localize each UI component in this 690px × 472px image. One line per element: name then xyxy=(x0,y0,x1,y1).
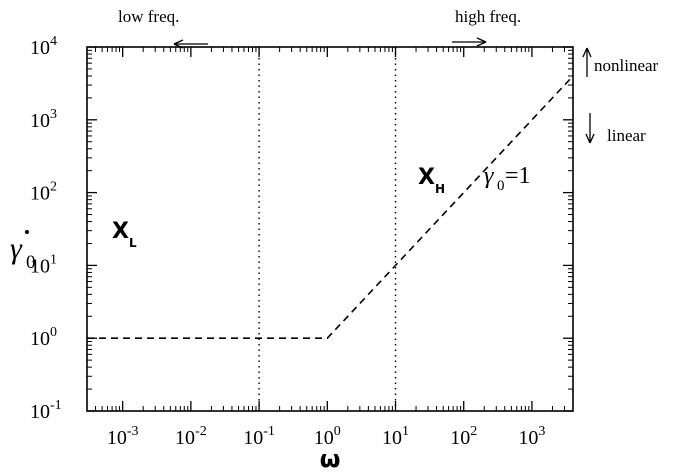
y-axis-label: γ 0 xyxy=(10,230,36,273)
y-tick-label: 10-1 xyxy=(30,398,62,423)
up-arrow-icon xyxy=(582,47,592,77)
svg-text:0: 0 xyxy=(497,178,505,194)
low-freq-label: low freq. xyxy=(118,7,179,26)
x-tick-label: 10-2 xyxy=(175,424,207,449)
x-tick-label: 10-1 xyxy=(243,424,275,449)
x-axis-label: ω xyxy=(320,445,341,472)
y-tick-label: 103 xyxy=(30,107,57,132)
svg-text:0: 0 xyxy=(26,252,36,273)
y-tick-label: 102 xyxy=(30,180,57,205)
svg-text:γ: γ xyxy=(10,232,23,265)
svg-text:γ: γ xyxy=(484,163,494,189)
svg-text:X: X xyxy=(418,165,435,190)
y-tick-label: 104 xyxy=(30,34,57,59)
down-arrow-icon xyxy=(585,113,595,144)
right-arrow-icon xyxy=(452,37,487,47)
vertical-lines xyxy=(258,47,397,411)
plot-frame xyxy=(86,46,574,412)
region-high-label: X H xyxy=(418,165,445,196)
high-freq-label: high freq. xyxy=(455,7,521,26)
svg-text:=1: =1 xyxy=(505,163,531,189)
svg-text:L: L xyxy=(129,236,137,250)
y-tick-label: 100 xyxy=(30,325,57,350)
svg-text:H: H xyxy=(435,182,445,196)
ticks xyxy=(86,46,573,412)
y-tick-labels: 10-1 100 101 102 103 104 xyxy=(30,34,62,423)
x-tick-label: 10-3 xyxy=(107,424,139,449)
x-tick-label: 101 xyxy=(382,424,409,449)
svg-text:X: X xyxy=(112,219,129,244)
nonlinear-label: nonlinear xyxy=(594,56,659,75)
line-label: γ 0 =1 xyxy=(484,163,531,194)
x-tick-label: 103 xyxy=(518,424,545,449)
y-axis-label-dot xyxy=(25,230,29,234)
y-tick-label: 101 xyxy=(30,252,57,277)
x-tick-label: 102 xyxy=(450,424,477,449)
x-tick-labels: 10-3 10-2 10-1 100 101 102 103 xyxy=(107,424,546,449)
series-line xyxy=(87,75,574,340)
series xyxy=(87,75,574,340)
region-low-label: X L xyxy=(112,219,137,250)
x-tick-label: 100 xyxy=(314,424,341,449)
linear-label: linear xyxy=(607,126,646,145)
left-arrow-icon xyxy=(173,39,208,49)
